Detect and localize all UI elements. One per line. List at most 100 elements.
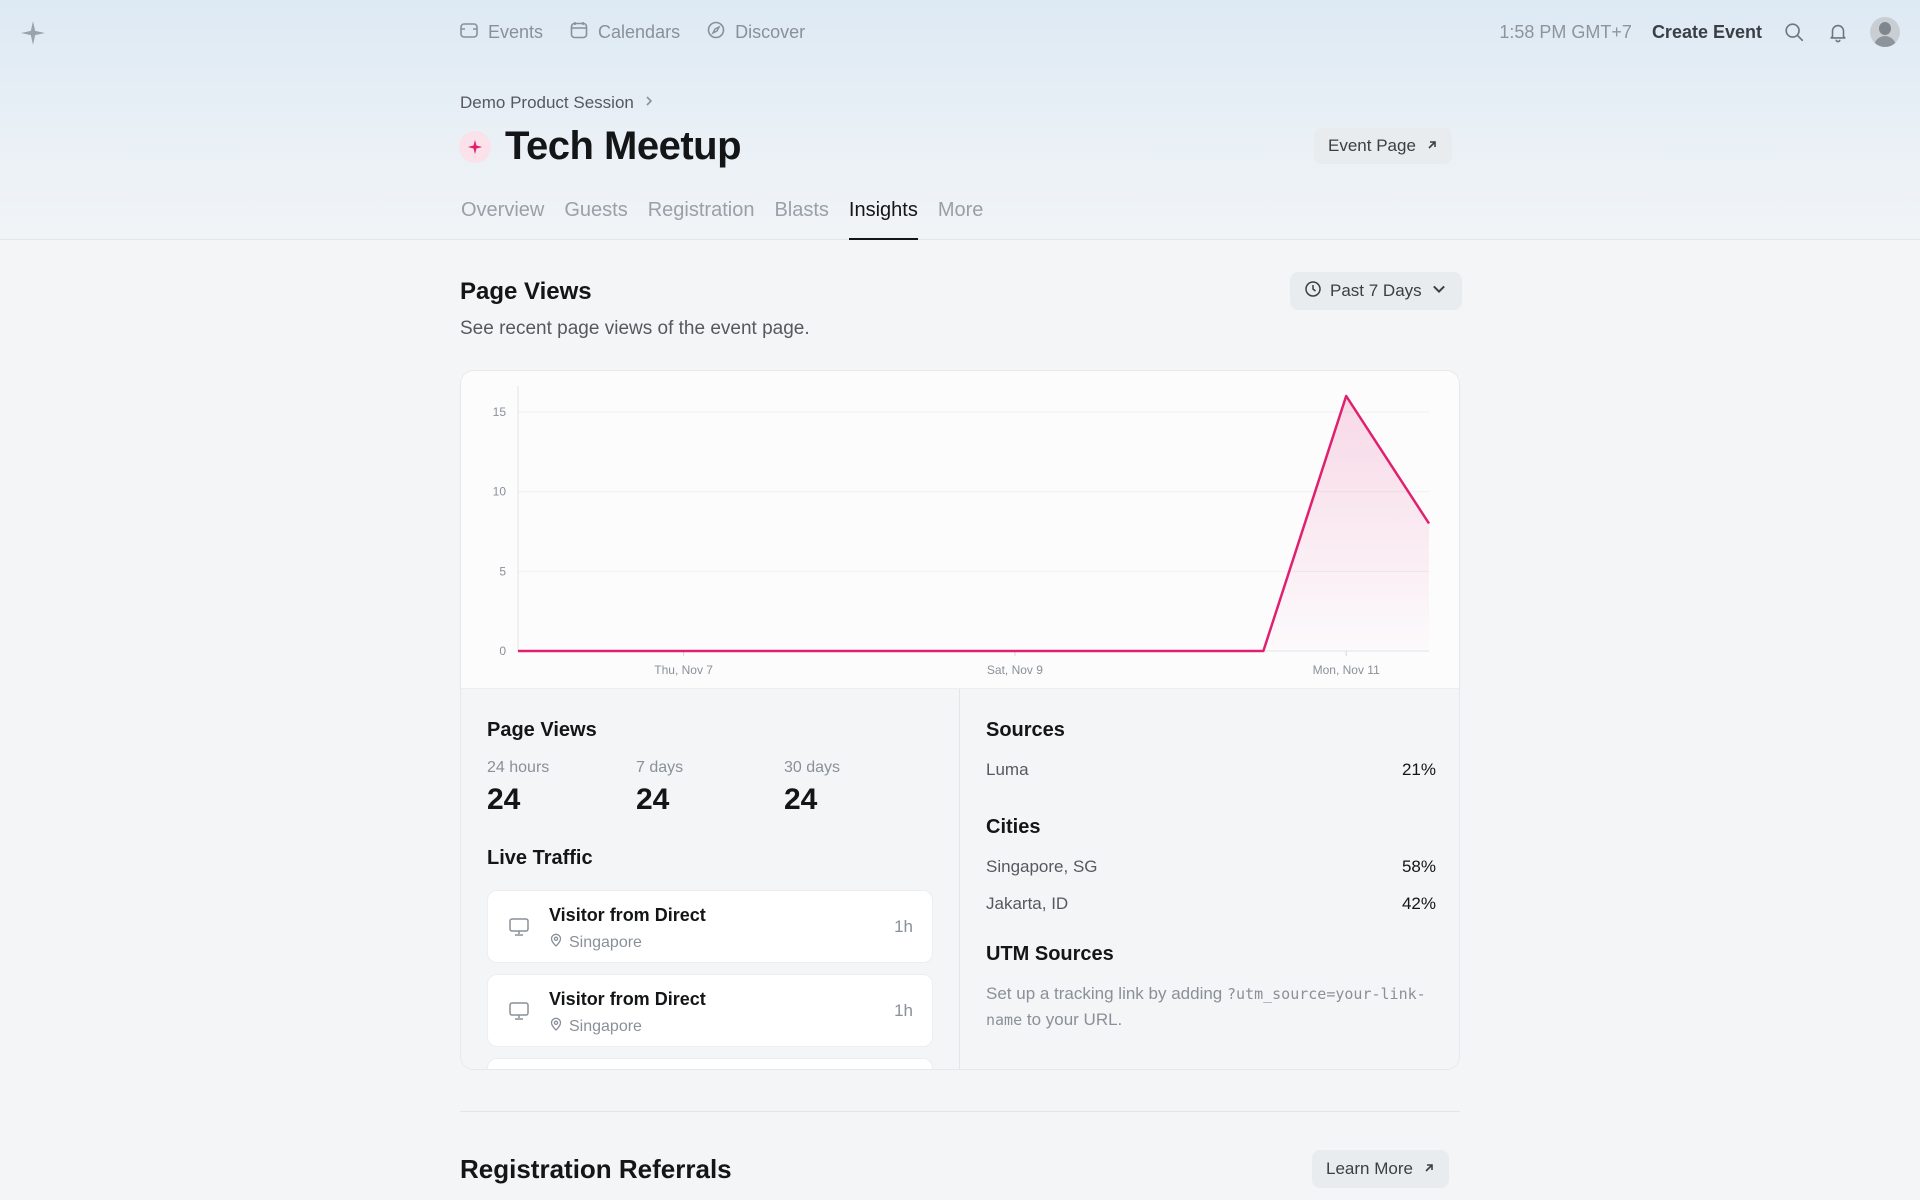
top-navigation-bar: Events Calendars Discover 1:58 PM GMT+7 … bbox=[0, 0, 1920, 66]
calendar-icon bbox=[569, 20, 589, 45]
city-row: Jakarta, ID 42% bbox=[986, 894, 1436, 914]
compass-icon bbox=[706, 20, 726, 45]
luma-logo-icon[interactable] bbox=[20, 20, 46, 46]
stat-label: 24 hours bbox=[487, 759, 550, 776]
source-name: Luma bbox=[986, 760, 1029, 779]
stat-value: 24 bbox=[784, 783, 818, 816]
map-pin-icon bbox=[549, 933, 563, 952]
nav-calendars-label: Calendars bbox=[598, 22, 681, 42]
utm-text-before: Set up a tracking link by adding bbox=[986, 984, 1227, 1003]
arrow-up-right-icon bbox=[1423, 1159, 1435, 1179]
stat-label: 7 days bbox=[636, 759, 684, 776]
x-tick-label: Sat, Nov 9 bbox=[987, 663, 1043, 677]
nav-discover-label: Discover bbox=[735, 22, 806, 42]
stats-heading: Page Views bbox=[487, 719, 597, 741]
x-tick-label: Thu, Nov 7 bbox=[654, 663, 713, 677]
nav-calendars[interactable]: Calendars bbox=[569, 20, 680, 45]
insights-card: 0 5 10 15 Thu, Nov 7 Sat, Nov 9 Mon, Nov 11 Pa… bbox=[460, 370, 1460, 1070]
visitor-name: Visitor from Direct bbox=[549, 905, 706, 925]
tab-registration[interactable]: Registration bbox=[647, 199, 755, 221]
current-time: 1:58 PM GMT+7 bbox=[1499, 21, 1632, 42]
chevron-down-icon bbox=[1430, 280, 1448, 303]
page-views-chart-svg: 0 5 10 15 Thu, Nov 7 Sat, Nov 9 Mon, Nov 11 bbox=[493, 386, 1431, 677]
stat-7-days: 7 days 24 bbox=[636, 759, 683, 817]
y-tick-label: 5 bbox=[499, 564, 506, 578]
visitor-time: 1h bbox=[894, 917, 913, 936]
stat-value: 24 bbox=[487, 783, 521, 816]
source-row: Luma 21% bbox=[986, 760, 1436, 780]
create-event-button[interactable]: Create Event bbox=[1651, 21, 1762, 42]
monitor-icon bbox=[508, 1000, 530, 1022]
bell-icon[interactable] bbox=[1826, 20, 1850, 44]
visitor-location: Singapore bbox=[549, 933, 642, 952]
sources-heading: Sources bbox=[986, 719, 1065, 741]
ticket-icon bbox=[459, 20, 479, 45]
map-pin-icon bbox=[549, 1017, 563, 1036]
list-item[interactable]: Visitor from Direct Singapore 1h bbox=[487, 890, 933, 963]
breadcrumb[interactable]: Demo Product Session bbox=[460, 93, 656, 113]
top-right-actions: 1:58 PM GMT+7 Create Event bbox=[1499, 17, 1900, 47]
monitor-icon bbox=[508, 916, 530, 938]
learn-more-button[interactable]: Learn More bbox=[1312, 1150, 1449, 1188]
tab-overview[interactable]: Overview bbox=[461, 199, 545, 221]
sources-panel: Sources Luma 21% Cities Singapore, SG 58… bbox=[959, 689, 1459, 1069]
tab-blasts[interactable]: Blasts bbox=[774, 199, 829, 221]
list-item[interactable] bbox=[487, 1058, 933, 1069]
cities-heading: Cities bbox=[986, 816, 1041, 838]
page-views-subtitle: See recent page views of the event page. bbox=[460, 318, 810, 339]
event-tabs: Overview Guests Registration Blasts Insi… bbox=[461, 199, 983, 240]
tab-insights[interactable]: Insights bbox=[848, 199, 918, 240]
series-line bbox=[518, 394, 1431, 653]
city-percent: 58% bbox=[1401, 857, 1436, 876]
nav-discover[interactable]: Discover bbox=[706, 20, 805, 45]
tab-guests[interactable]: Guests bbox=[564, 199, 628, 221]
time-range-label: Past 7 Days bbox=[1330, 281, 1422, 300]
section-divider bbox=[460, 1111, 1460, 1112]
event-title-row: Tech Meetup bbox=[459, 124, 742, 169]
utm-sources-heading: UTM Sources bbox=[986, 943, 1114, 965]
source-percent: 21% bbox=[1401, 760, 1436, 779]
x-tick-label: Mon, Nov 11 bbox=[1313, 663, 1380, 677]
registration-referrals-heading: Registration Referrals bbox=[460, 1154, 732, 1184]
clock-icon bbox=[1304, 280, 1322, 303]
tab-more[interactable]: More bbox=[937, 199, 984, 221]
city-row: Singapore, SG 58% bbox=[986, 857, 1436, 877]
header-background bbox=[0, 0, 1920, 240]
y-tick-label: 15 bbox=[493, 405, 507, 419]
utm-text-after: to your URL. bbox=[1022, 1010, 1123, 1029]
time-range-dropdown[interactable]: Past 7 Days bbox=[1290, 272, 1462, 310]
arrow-up-right-icon bbox=[1426, 136, 1438, 156]
nav-events[interactable]: Events bbox=[459, 20, 543, 45]
event-page-button-label: Event Page bbox=[1328, 136, 1416, 155]
city-name: Singapore, SG bbox=[986, 857, 1098, 876]
series-area bbox=[518, 396, 1429, 651]
visitor-location-label: Singapore bbox=[569, 933, 642, 951]
page-title: Tech Meetup bbox=[505, 124, 742, 168]
stat-label: 30 days bbox=[784, 759, 841, 776]
page-views-stats-panel: Page Views 24 hours 24 7 days 24 30 days… bbox=[461, 689, 959, 1069]
utm-code-snippet: ?utm_source=your-link-name bbox=[986, 985, 1426, 1029]
utm-help-text: Set up a tracking link by adding ?utm_so… bbox=[986, 981, 1426, 1033]
visitor-location: Singapore bbox=[549, 1017, 642, 1036]
y-tick-label: 0 bbox=[499, 644, 506, 658]
nav-events-label: Events bbox=[488, 22, 544, 42]
page-views-chart: 0 5 10 15 Thu, Nov 7 Sat, Nov 9 Mon, Nov 11 bbox=[461, 371, 1459, 689]
breadcrumb-calendar-link[interactable]: Demo Product Session bbox=[460, 93, 634, 112]
main-nav: Events Calendars Discover bbox=[459, 20, 805, 45]
stat-24-hours: 24 hours 24 bbox=[487, 759, 549, 817]
stat-30-days: 30 days 24 bbox=[784, 759, 840, 817]
city-percent: 42% bbox=[1401, 894, 1436, 913]
event-page-button[interactable]: Event Page bbox=[1314, 128, 1452, 164]
search-icon[interactable] bbox=[1782, 20, 1806, 44]
list-item[interactable]: Visitor from Direct Singapore 1h bbox=[487, 974, 933, 1047]
city-name: Jakarta, ID bbox=[986, 894, 1069, 913]
page-views-heading: Page Views bbox=[460, 278, 592, 305]
y-tick-label: 10 bbox=[493, 485, 507, 499]
user-avatar[interactable] bbox=[1870, 17, 1900, 47]
sparkle-icon bbox=[459, 130, 491, 163]
visitor-name: Visitor from Direct bbox=[549, 989, 706, 1009]
visitor-time: 1h bbox=[894, 1001, 913, 1020]
visitor-location-label: Singapore bbox=[569, 1017, 642, 1035]
live-traffic-heading: Live Traffic bbox=[487, 847, 593, 869]
learn-more-label: Learn More bbox=[1326, 1159, 1413, 1178]
